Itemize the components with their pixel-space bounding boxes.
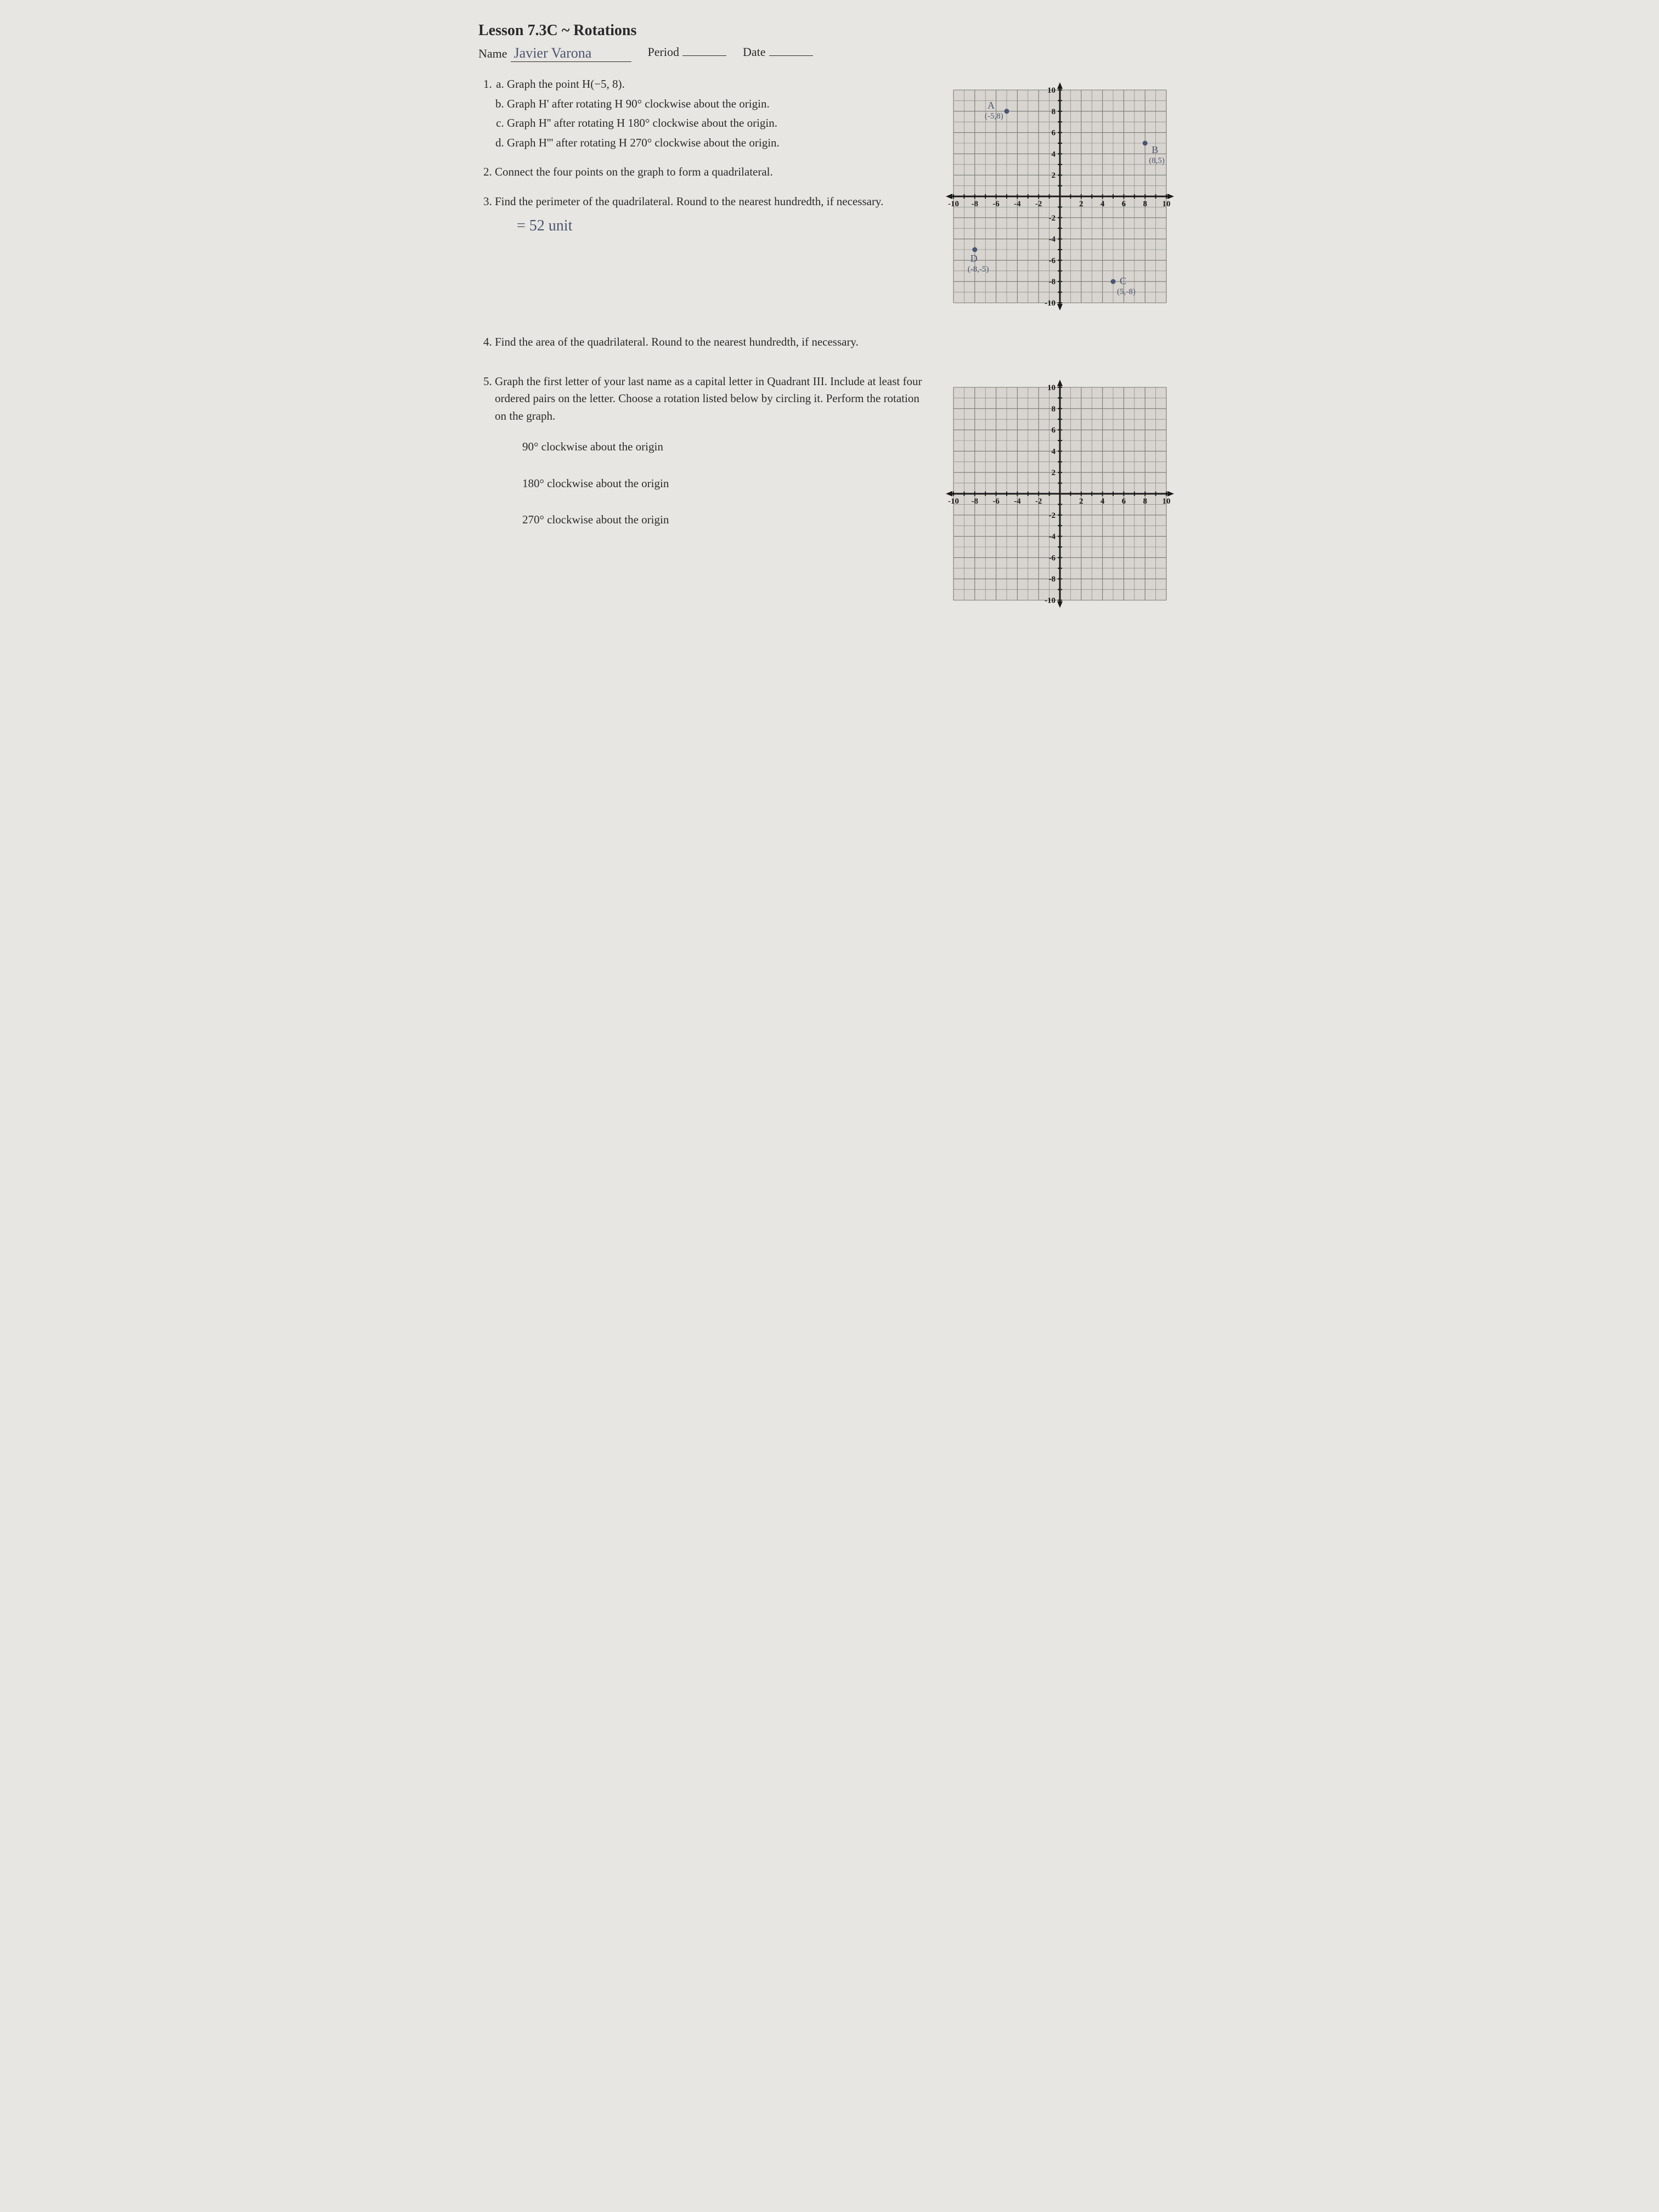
svg-text:10: 10 [1047,383,1056,392]
svg-text:-6: -6 [1049,256,1056,265]
graph-1: -10 -8 -6 -4 -2 2 4 6 8 10 -10 -8 -6 -4 -2 2 4 6 8 10 A(-5,8… [939,76,1181,317]
q5-text: Graph the first letter of your last name… [495,375,922,422]
svg-text:8: 8 [1052,404,1056,413]
period-label: Period [648,45,679,59]
question-2: Connect the four points on the graph to … [495,163,923,181]
svg-text:-4: -4 [1049,532,1056,541]
rotation-option-180[interactable]: 180° clockwise about the origin [522,475,923,493]
svg-text:8: 8 [1052,108,1056,116]
question-4: Find the area of the quadrilateral. Roun… [495,334,1181,351]
svg-text:C: C [1120,275,1126,286]
svg-text:6: 6 [1122,497,1126,506]
svg-text:4: 4 [1101,497,1105,506]
svg-text:-10: -10 [1045,299,1056,308]
svg-text:-10: -10 [948,497,959,506]
svg-text:2: 2 [1052,171,1056,180]
svg-text:-8: -8 [1049,575,1056,584]
q3-text: Find the perimeter of the quadrilateral.… [495,195,883,208]
svg-text:A: A [988,100,995,111]
svg-text:6: 6 [1052,426,1056,435]
question-1: Graph the point H(−5, 8). Graph H' after… [495,76,923,151]
period-value[interactable] [682,55,726,56]
svg-text:4: 4 [1052,150,1056,159]
name-value[interactable]: Javier Varona [511,45,631,62]
question-5: Graph the first letter of your last name… [495,373,923,529]
svg-text:-4: -4 [1049,235,1056,244]
svg-text:-2: -2 [1049,511,1056,520]
svg-text:-10: -10 [1045,596,1056,605]
svg-text:-2: -2 [1049,214,1056,223]
svg-text:-8: -8 [972,200,979,208]
svg-text:-2: -2 [1035,200,1042,208]
svg-text:-6: -6 [1049,554,1056,562]
svg-text:-8: -8 [972,497,979,506]
svg-text:-8: -8 [1049,278,1056,286]
date-value[interactable] [769,55,813,56]
svg-text:4: 4 [1052,447,1056,456]
svg-text:-4: -4 [1014,497,1021,506]
date-label: Date [743,45,766,59]
q1a: Graph the point H(−5, 8). [507,76,923,93]
q1d: Graph H''' after rotating H 270° clockwi… [507,134,923,152]
svg-text:8: 8 [1143,497,1147,506]
svg-text:(5,-8): (5,-8) [1117,287,1136,296]
svg-text:10: 10 [1163,497,1171,506]
svg-text:2: 2 [1079,497,1084,506]
svg-text:D: D [970,253,978,264]
name-field: Name Javier Varona [478,45,631,62]
svg-text:6: 6 [1122,200,1126,208]
svg-text:-4: -4 [1014,200,1021,208]
svg-text:-6: -6 [992,497,1000,506]
svg-text:(8,5): (8,5) [1149,156,1165,165]
q1c: Graph H'' after rotating H 180° clockwis… [507,115,923,132]
svg-text:-6: -6 [992,200,1000,208]
svg-text:10: 10 [1163,200,1171,208]
svg-text:(-5,8): (-5,8) [985,112,1003,121]
svg-text:(-8,-5): (-8,-5) [968,265,989,274]
svg-text:B: B [1152,144,1158,155]
name-label: Name [478,47,507,61]
rotation-option-90[interactable]: 90° clockwise about the origin [522,438,923,456]
svg-text:4: 4 [1101,200,1105,208]
svg-text:2: 2 [1079,200,1084,208]
rotation-option-270[interactable]: 270° clockwise about the origin [522,511,923,529]
svg-text:6: 6 [1052,129,1056,138]
period-field: Period [648,45,726,62]
graph-2: -10 -8 -6 -4 -2 2 4 6 8 10 -10 -8 -6 -4 -2 2 4 6 8 10 [939,373,1181,614]
svg-text:2: 2 [1052,469,1056,477]
svg-text:10: 10 [1047,86,1056,95]
question-3: Find the perimeter of the quadrilateral.… [495,193,923,238]
q3-answer: = 52 unit [517,215,923,238]
lesson-title: Lesson 7.3C ~ Rotations [478,22,1181,40]
q1b: Graph H' after rotating H 90° clockwise … [507,95,923,113]
svg-text:-2: -2 [1035,497,1042,506]
date-field: Date [743,45,813,62]
svg-text:8: 8 [1143,200,1147,208]
svg-text:-10: -10 [948,200,959,208]
